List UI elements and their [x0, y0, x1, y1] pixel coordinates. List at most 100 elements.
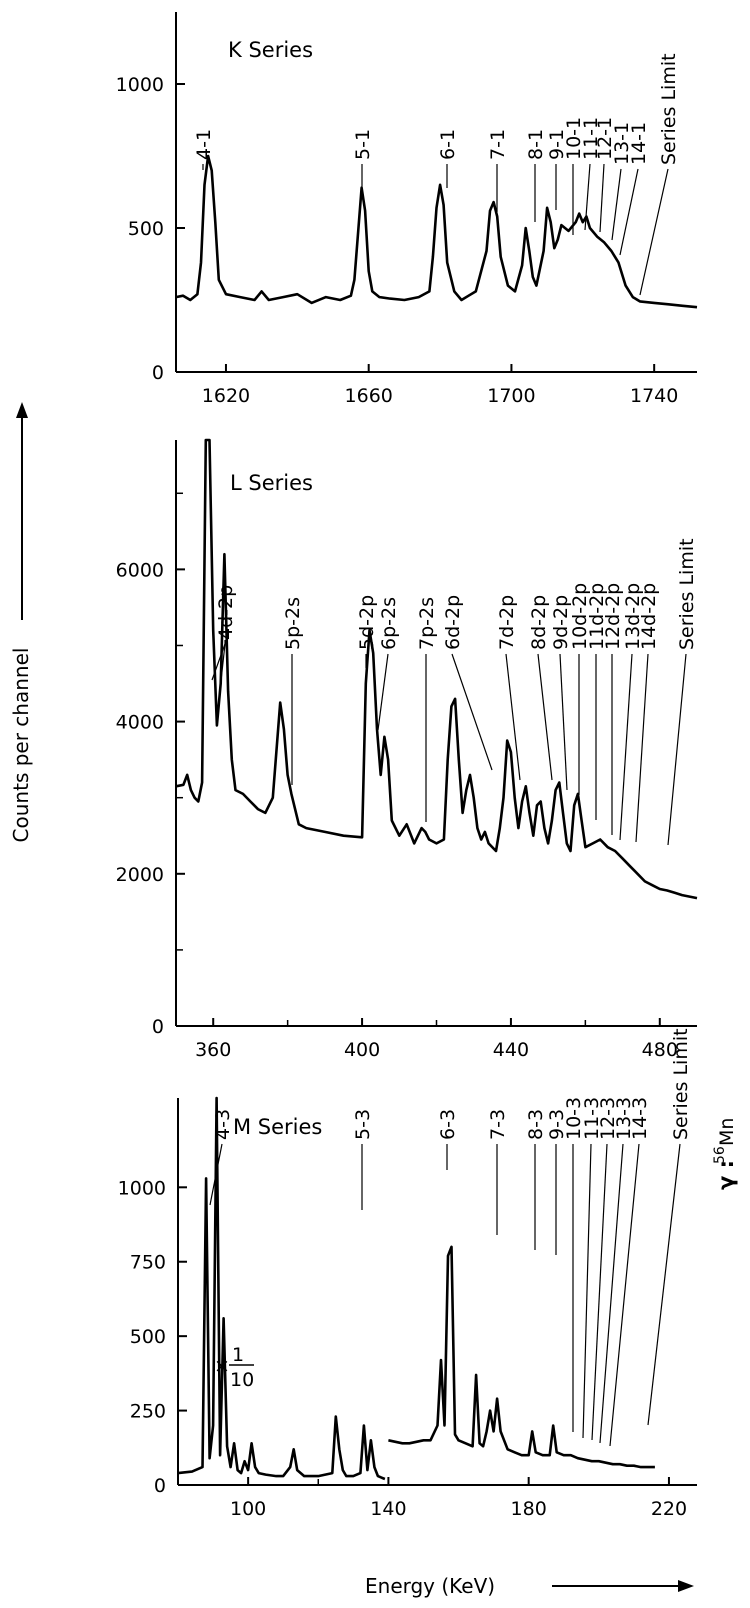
- peak-label: 9d-2p: [550, 595, 572, 650]
- spectrum-line: [175, 438, 698, 900]
- peak-leader: [619, 653, 633, 841]
- peak-label: Series Limit: [670, 1028, 692, 1140]
- x-tick-label: 1660: [345, 385, 393, 407]
- y-axis-label: Counts per channel: [9, 648, 33, 843]
- peak-label: 13d-2p: [622, 583, 644, 650]
- panel-l-series: L Series 0 2000 4000 6000 360 400 440 480 4d-2p 5…: [116, 438, 698, 1061]
- peak-label: 6d-2p: [442, 595, 464, 650]
- peak-label: 14d-2p: [638, 583, 660, 650]
- peak-label: 6p-2s: [378, 597, 400, 650]
- spectrum-line: [177, 1096, 386, 1481]
- y-tick-label: 500: [128, 218, 164, 240]
- y-tick-label: 0: [154, 1475, 166, 1497]
- peak-label: 11d-2p: [586, 583, 608, 650]
- peak-label: 11-1: [580, 117, 602, 160]
- x-tick-label: 1700: [487, 385, 535, 407]
- peak-label: 4-1: [193, 129, 215, 160]
- peak-leader: [211, 643, 226, 681]
- y-tick-label: 1000: [118, 1177, 166, 1199]
- peak-label: 6-3: [437, 1109, 459, 1140]
- x-tick-label: 220: [651, 1498, 687, 1520]
- spectrum-line: [388, 1245, 655, 1469]
- peak-leader: [209, 1143, 223, 1206]
- y-axis-arrow-head: [16, 402, 28, 418]
- gamma-element: Mn: [716, 1118, 738, 1146]
- x-axis-label: Energy (KeV): [365, 1574, 495, 1598]
- x-tick-label: 360: [195, 1039, 231, 1061]
- peak-label: Series Limit: [676, 538, 698, 650]
- peak-label: 10-1: [563, 117, 585, 160]
- peak-label: 10d-2p: [569, 583, 591, 650]
- peak-label: 8-1: [525, 129, 547, 160]
- peak-leader: [635, 653, 649, 843]
- gamma-symbol: γ :: [714, 1160, 738, 1190]
- y-tick-label: 2000: [116, 864, 164, 886]
- peak-label: 14-3: [629, 1097, 651, 1140]
- peak-leader: [591, 1143, 608, 1441]
- peak-leader: [639, 168, 669, 296]
- x-tick-label: 140: [370, 1498, 406, 1520]
- peak-leader: [609, 1143, 640, 1447]
- peak-leader: [219, 643, 226, 691]
- y-tick-label: 0: [152, 362, 164, 384]
- peak-label: 4d-2p: [215, 585, 237, 640]
- x-tick-label: 480: [642, 1039, 678, 1061]
- peak-label: 12-1: [594, 117, 616, 160]
- x-tick-label: 100: [230, 1498, 266, 1520]
- peak-label: 14-1: [628, 122, 650, 165]
- peak-leader: [559, 653, 568, 791]
- panel-title: K Series: [228, 38, 313, 62]
- peak-leader: [611, 168, 622, 241]
- peak-label: 12-3: [597, 1097, 619, 1140]
- peak-label: 8-3: [525, 1109, 547, 1140]
- peak-label: 5d-2p: [356, 595, 378, 650]
- peak-leader: [647, 1143, 681, 1426]
- peak-leader: [451, 653, 493, 771]
- peak-leader: [599, 1143, 624, 1444]
- peak-leader: [537, 653, 553, 781]
- spectrum-line: [175, 154, 698, 309]
- y-tick-label: 750: [130, 1252, 166, 1274]
- peak-label: 5p-2s: [282, 597, 304, 650]
- peak-leader: [619, 168, 639, 256]
- peak-label: 11-3: [581, 1097, 603, 1140]
- y-tick-label: 0: [152, 1016, 164, 1038]
- x-tick-label: 1740: [630, 385, 678, 407]
- x-tick-label: 1620: [202, 385, 250, 407]
- panel-k-series: K Series 0 500 1000 1620 1660 1700 1740 4-1 5-1 6…: [116, 12, 698, 407]
- peak-label: 9-3: [546, 1109, 568, 1140]
- y-tick-label: 4000: [116, 712, 164, 734]
- peak-label: 4-3: [212, 1109, 234, 1140]
- peak-leader: [505, 653, 521, 781]
- peak-label: 6-1: [437, 129, 459, 160]
- peak-leader: [667, 653, 687, 846]
- peak-label: 13-3: [613, 1097, 635, 1140]
- peak-label: 8d-2p: [528, 595, 550, 650]
- scale-annotation-denominator: 10: [230, 1369, 254, 1391]
- panel-title: M Series: [233, 1115, 322, 1139]
- peak-label: 9-1: [546, 129, 568, 160]
- panel-m-series: M Series × 1 10 γ : 56 Mn 02505007501000…: [118, 1028, 738, 1520]
- peak-leader: [584, 163, 591, 231]
- peak-leader: [582, 1143, 592, 1439]
- x-tick-label: 440: [493, 1039, 529, 1061]
- peak-label: 10-3: [563, 1097, 585, 1140]
- x-tick-label: 400: [344, 1039, 380, 1061]
- y-tick-label: 1000: [116, 74, 164, 96]
- gamma-annotation: γ : 56 Mn: [712, 1118, 738, 1190]
- gamma-mass-number: 56: [712, 1146, 728, 1164]
- x-axis-arrow-head: [678, 1580, 694, 1592]
- panel-title: L Series: [230, 471, 313, 495]
- y-tick-label: 6000: [116, 559, 164, 581]
- x-tick-label: 180: [511, 1498, 547, 1520]
- peak-label: 7p-2s: [416, 597, 438, 650]
- peak-leader: [599, 163, 605, 233]
- peak-label: 7-1: [487, 129, 509, 160]
- y-tick-label: 500: [130, 1326, 166, 1348]
- peak-leader: [377, 653, 389, 731]
- peak-label: Series Limit: [658, 53, 680, 165]
- peak-label: 12d-2p: [602, 583, 624, 650]
- peak-label: 13-1: [611, 122, 633, 165]
- peak-label: 7d-2p: [496, 595, 518, 650]
